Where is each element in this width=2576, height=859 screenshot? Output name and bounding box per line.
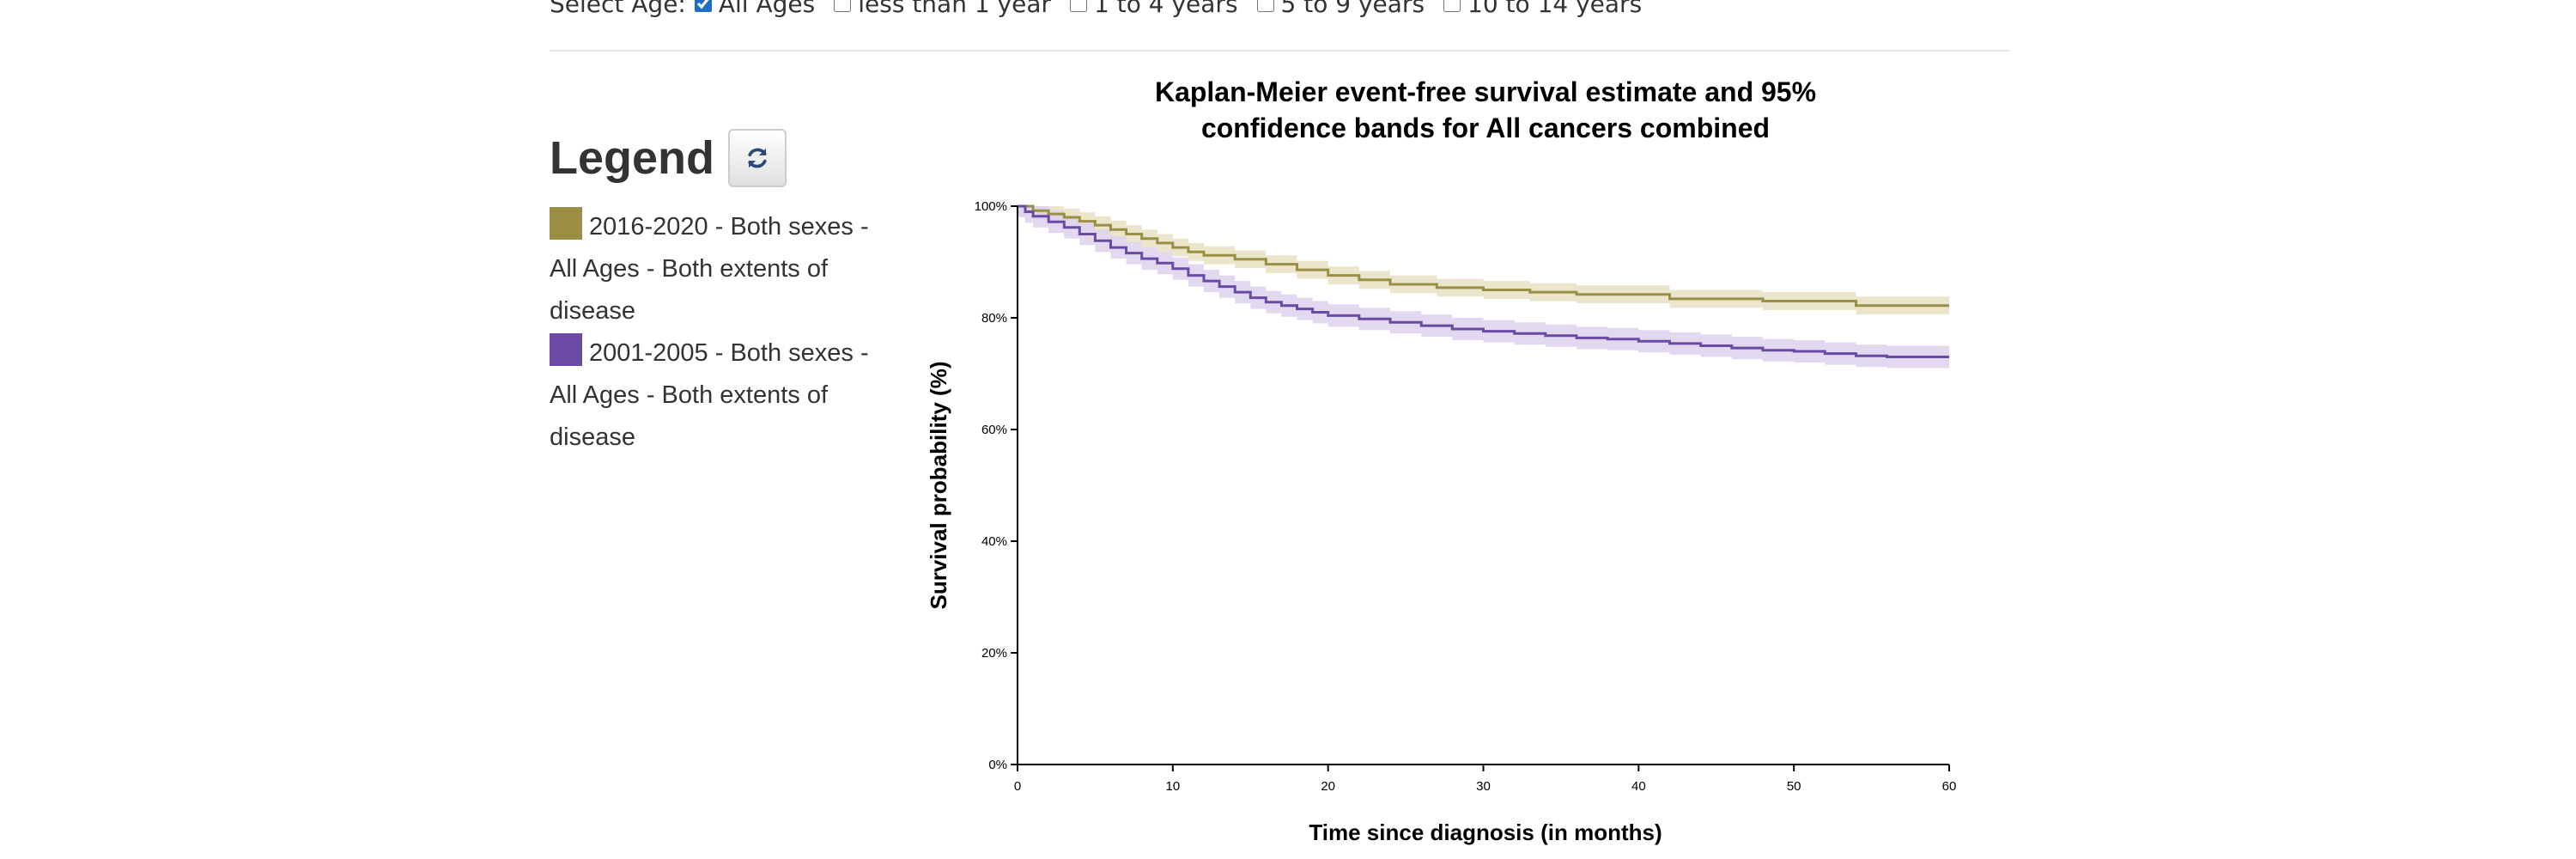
age-option-label: All Ages	[718, 0, 816, 18]
age-checkbox-less-than-1-year[interactable]	[834, 0, 852, 12]
x-tick-label: 40	[1631, 779, 1646, 794]
y-ticks: 0% 20% 40% 60% 80% 100%	[975, 199, 1018, 772]
y-tick-label: 60%	[981, 423, 1007, 437]
age-option-label: 10 to 14 years	[1467, 0, 1643, 18]
y-axis-title: Survival probability (%)	[926, 362, 951, 610]
legend-header: Legend	[550, 129, 787, 187]
x-tick-label: 10	[1165, 779, 1180, 794]
x-ticks: 0 10 20 30 40 50 60	[1014, 765, 1957, 794]
survival-chart: Kaplan-Meier event-free survival estimat…	[926, 76, 1957, 845]
legend-swatch	[550, 333, 582, 366]
age-option-label: 1 to 4 years	[1094, 0, 1238, 18]
legend-item-label: 2016-2020 - Both sexes - All Ages - Both…	[550, 213, 869, 325]
refresh-icon	[748, 148, 767, 168]
chart-title-line-1: Kaplan-Meier event-free survival estimat…	[1155, 76, 1816, 107]
age-option-all-ages[interactable]: All Ages	[694, 0, 816, 18]
age-checkbox-1-to-4-years[interactable]	[1070, 0, 1088, 12]
legend-item-2001-2005[interactable]: 2001-2005 - Both sexes - All Ages - Both…	[550, 332, 893, 459]
legend-swatch	[550, 207, 582, 240]
age-filter: Select Age: All Ages less than 1 year 1 …	[550, 0, 1642, 21]
age-checkbox-10-to-14-years[interactable]	[1443, 0, 1461, 12]
chart-title-line-2: confidence bands for All cancers combine…	[1201, 113, 1770, 143]
age-checkbox-all-ages[interactable]	[694, 0, 712, 12]
y-tick-label: 100%	[975, 199, 1007, 214]
legend-item-label: 2001-2005 - Both sexes - All Ages - Both…	[550, 339, 869, 451]
legend-item-2016-2020[interactable]: 2016-2020 - Both sexes - All Ages - Both…	[550, 206, 893, 332]
age-option-5-to-9-years[interactable]: 5 to 9 years	[1256, 0, 1425, 18]
age-option-label: 5 to 9 years	[1280, 0, 1425, 18]
x-axis-title: Time since diagnosis (in months)	[1309, 819, 1662, 845]
y-tick-label: 0%	[988, 758, 1007, 772]
x-tick-label: 30	[1476, 779, 1491, 794]
legend-title: Legend	[550, 132, 715, 184]
age-option-label: less than 1 year	[858, 0, 1052, 18]
section-divider	[550, 50, 2009, 52]
age-option-1-to-4-years[interactable]: 1 to 4 years	[1070, 0, 1238, 18]
age-filter-label: Select Age:	[550, 0, 686, 18]
survival-curve-1	[1018, 204, 1949, 358]
age-checkbox-5-to-9-years[interactable]	[1256, 0, 1274, 12]
y-tick-label: 40%	[981, 534, 1007, 549]
x-tick-label: 0	[1014, 779, 1021, 794]
y-tick-label: 80%	[981, 311, 1007, 326]
survival-curve-0	[1018, 204, 1949, 308]
confidence-band-1	[1018, 206, 1949, 369]
age-option-less-than-1-year[interactable]: less than 1 year	[834, 0, 1051, 18]
x-tick-label: 50	[1787, 779, 1801, 794]
age-option-10-to-14-years[interactable]: 10 to 14 years	[1443, 0, 1642, 18]
reset-legend-button[interactable]	[728, 129, 787, 187]
legend-list: 2016-2020 - Both sexes - All Ages - Both…	[550, 206, 893, 459]
y-tick-label: 20%	[981, 646, 1007, 661]
survival-curves	[1018, 204, 1949, 358]
x-tick-label: 60	[1942, 779, 1957, 794]
x-tick-label: 20	[1321, 779, 1335, 794]
